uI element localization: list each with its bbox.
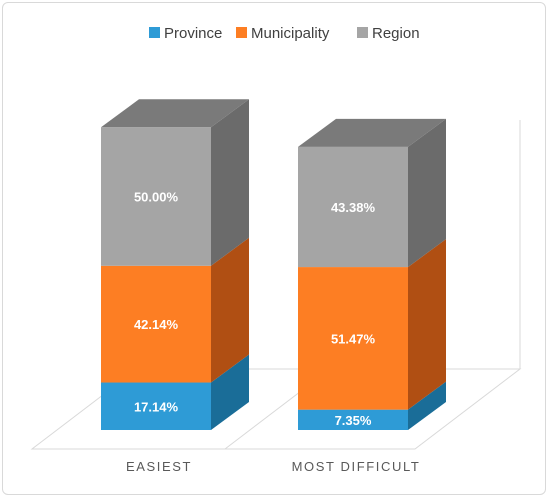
bar-side-province-most-difficult (408, 381, 446, 430)
bar-top-most-difficult (298, 118, 446, 147)
legend-label-region: Region (372, 25, 420, 42)
bar-group (101, 99, 446, 430)
bar-front-province-easiest (101, 382, 211, 430)
legend-swatch-municipality (236, 27, 247, 38)
data-label-region-most-difficult: 43.38% (331, 200, 376, 215)
bar-side-municipality-easiest (211, 237, 249, 383)
bar-top-easiest (101, 99, 249, 128)
category-label-easiest: EASIEST (126, 459, 192, 474)
data-label-municipality-easiest: 42.14% (134, 317, 179, 332)
data-labels: 17.14% 42.14% 50.00% 7.35% 51.47% 43.38% (134, 190, 376, 428)
bar-side-region-most-difficult (408, 118, 446, 268)
category-label-most-difficult: MOST DIFFICULT (292, 459, 421, 474)
bar-side-region-easiest (211, 99, 249, 266)
data-label-province-easiest: 17.14% (134, 399, 179, 414)
legend: Province Municipality Region (149, 25, 420, 42)
bar-front-province-most-difficult (298, 409, 408, 430)
bar-front-region-most-difficult (298, 146, 408, 268)
legend-label-municipality: Municipality (251, 25, 330, 42)
legend-swatch-region (357, 27, 368, 38)
data-label-municipality-most-difficult: 51.47% (331, 331, 376, 346)
data-label-region-easiest: 50.00% (134, 190, 179, 205)
chart-frame (2, 2, 546, 495)
bar-side-municipality-most-difficult (408, 239, 446, 410)
data-label-province-most-difficult: 7.35% (335, 413, 372, 428)
legend-swatch-province (149, 27, 160, 38)
bar-side-province-easiest (211, 354, 249, 430)
bar-front-region-easiest (101, 127, 211, 266)
bar-front-municipality-easiest (101, 265, 211, 383)
legend-label-province: Province (164, 25, 222, 42)
bar-front-municipality-most-difficult (298, 267, 408, 410)
category-labels: EASIEST MOST DIFFICULT (126, 459, 421, 474)
